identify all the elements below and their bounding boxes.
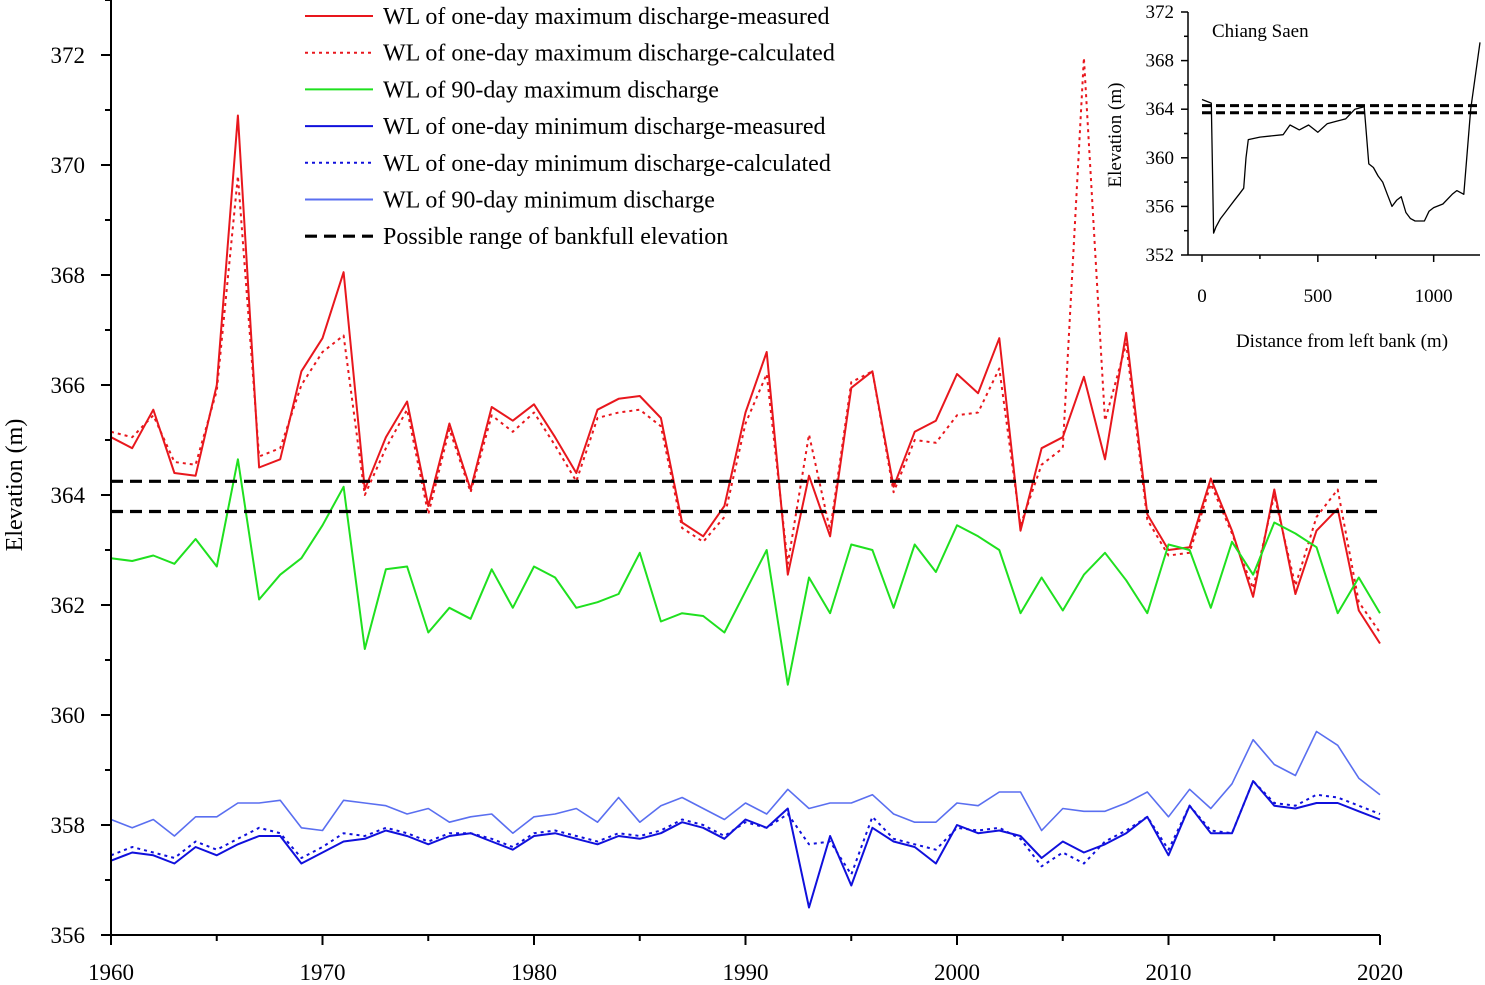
- inset-y-ticks: 352 356 360 364 368 372: [1146, 2, 1188, 266]
- main-y-tick-label: 362: [51, 593, 86, 618]
- main-x-tick-label: 1980: [511, 960, 557, 985]
- inset-x-tick-label: 1000: [1415, 286, 1453, 307]
- legend-label-0: WL of one-day maximum discharge-measured: [383, 4, 830, 30]
- inset-y-tick-label: 356: [1146, 196, 1175, 217]
- inset-y-tick-label: 360: [1146, 148, 1175, 169]
- main-y-axis-title: Elevation (m): [2, 419, 28, 552]
- inset-background: [1188, 12, 1480, 255]
- main-series-1-line: [110, 56, 1381, 634]
- main-x-tick-label: 2020: [1357, 960, 1403, 985]
- inset-x-axis-title: Distance from left bank (m): [1236, 331, 1448, 352]
- legend-label-5: WL of 90-day minimum discharge: [383, 188, 715, 214]
- main-y-tick-label: 368: [51, 263, 86, 288]
- legend-label-4: WL of one-day minimum discharge-calculat…: [383, 151, 831, 177]
- main-x-tick-label: 2000: [934, 960, 980, 985]
- main-y-tick-label: 360: [51, 703, 86, 728]
- main-y-ticks: 356 358 360 362 364 366 368 370 372: [51, 0, 111, 948]
- inset-y-tick-label: 368: [1146, 51, 1175, 72]
- legend-label-6: Possible range of bankfull elevation: [383, 224, 728, 250]
- main-x-tick-label: 2010: [1146, 960, 1192, 985]
- main-x-tick-label: 1970: [300, 960, 346, 985]
- legend-label-2: WL of 90-day maximum discharge: [383, 77, 719, 103]
- inset-x-ticks: 0 500 1000: [1197, 255, 1453, 307]
- inset-x-tick-label: 500: [1304, 286, 1333, 307]
- main-series-5-line: [110, 730, 1381, 837]
- legend: WL of one-day maximum discharge-measured…: [305, 4, 835, 250]
- inset-y-tick-label: 372: [1146, 2, 1175, 23]
- main-series-group: [110, 56, 1381, 909]
- main-y-tick-label: 358: [51, 813, 86, 838]
- inset-series-group: [1201, 42, 1481, 234]
- main-plot: 1960 1970 1980 1990 2000 2010 2020 356 358 360 36…: [2, 0, 1403, 985]
- main-y-tick-label: 372: [51, 43, 86, 68]
- legend-label-1: WL of one-day maximum discharge-calculat…: [383, 41, 835, 67]
- main-x-tick-label: 1990: [723, 960, 769, 985]
- inset-station-title: Chiang Saen: [1212, 21, 1309, 42]
- main-x-ticks: 1960 1970 1980 1990 2000 2010 2020: [88, 935, 1403, 985]
- legend-label-3: WL of one-day minimum discharge-measured: [383, 114, 826, 140]
- main-x-tick-label: 1960: [88, 960, 134, 985]
- main-series-0-line: [110, 114, 1381, 645]
- inset-y-axis-title: Elevation (m): [1105, 83, 1126, 188]
- inset-x-tick-label: 0: [1197, 286, 1207, 307]
- main-y-tick-label: 364: [51, 483, 86, 508]
- main-y-tick-label: 356: [51, 923, 86, 948]
- main-y-tick-label: 366: [51, 373, 86, 398]
- main-series-4-line: [110, 780, 1381, 876]
- main-series-3-line: [110, 780, 1381, 909]
- main-series-2-line: [110, 458, 1381, 686]
- inset-y-tick-label: 364: [1146, 99, 1175, 120]
- main-y-tick-label: 370: [51, 153, 86, 178]
- inset-y-tick-label: 352: [1146, 245, 1175, 266]
